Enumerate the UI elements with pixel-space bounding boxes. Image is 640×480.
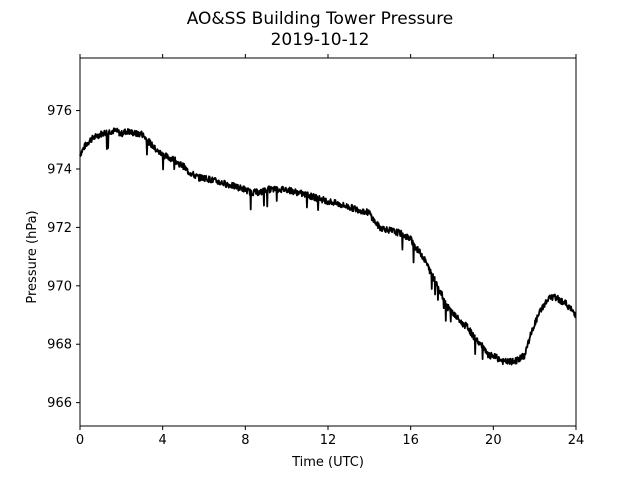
y-tick-label-1: 968	[47, 338, 72, 353]
x-tick-label-0: 0	[76, 433, 84, 448]
x-tick-label-4: 16	[402, 433, 419, 448]
y-tick-label-2: 970	[47, 279, 72, 294]
x-axis-label: Time (UTC)	[291, 455, 364, 470]
chart-subtitle: 2019-10-12	[271, 30, 370, 50]
chart-title: AO&SS Building Tower Pressure	[187, 9, 454, 29]
x-tick-label-6: 24	[568, 433, 585, 448]
y-tick-label-0: 966	[47, 396, 72, 411]
y-axis: 966 968 970 972 974 976	[47, 104, 80, 411]
y-tick-label-3: 972	[47, 221, 72, 236]
x-axis: 0 4 8 12 16 20 24	[76, 54, 584, 448]
x-tick-label-2: 8	[241, 433, 249, 448]
y-axis-label: Pressure (hPa)	[25, 210, 40, 303]
plot-frame	[79, 57, 577, 427]
x-tick-label-1: 4	[159, 433, 167, 448]
y-tick-label-4: 974	[47, 162, 72, 177]
x-tick-label-3: 12	[320, 433, 337, 448]
y-tick-label-5: 976	[47, 104, 72, 119]
x-tick-label-5: 20	[485, 433, 502, 448]
pressure-series-line	[79, 127, 577, 366]
